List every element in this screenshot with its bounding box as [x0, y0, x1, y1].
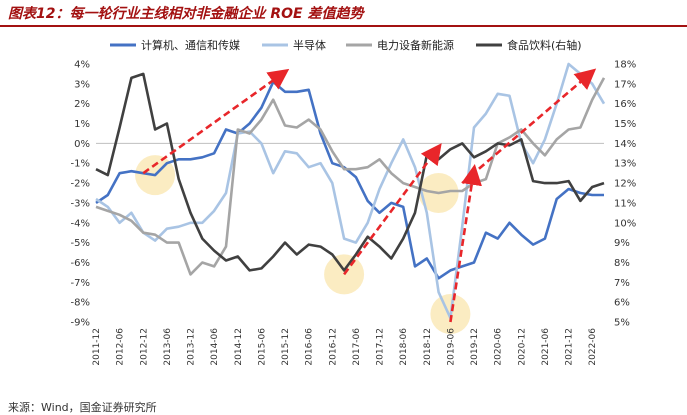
x-tick-label: 2019-06 — [446, 328, 456, 366]
x-tick-label: 2018-06 — [399, 328, 409, 366]
x-tick-label: 2013-12 — [187, 328, 197, 366]
series-lines — [95, 62, 606, 320]
y-left-tick-label: -2% — [71, 179, 90, 190]
x-tick-label: 2017-06 — [352, 328, 362, 366]
y-right-tick-label: 5% — [614, 318, 630, 329]
y-right-tick-label: 11% — [614, 198, 636, 209]
x-tick-label: 2017-12 — [376, 328, 386, 366]
y-right-tick-label: 9% — [614, 238, 630, 249]
chart-title: 图表12：每一轮行业主线相对非金融企业 ROE 差值趋势 — [8, 6, 364, 22]
series-line-0 — [95, 80, 604, 280]
y-left-tick-label: -8% — [71, 298, 90, 309]
x-tick-label: 2020-12 — [517, 328, 527, 366]
legend-label: 计算机、通信和传媒 — [141, 38, 240, 52]
series-line-1 — [95, 62, 606, 320]
x-tick-label: 2013-06 — [163, 328, 173, 366]
y-right-tick-label: 17% — [614, 79, 636, 90]
legend: 计算机、通信和传媒 半导体 电力设备新能源 食品饮料(右轴) — [110, 38, 582, 52]
y-left-tick-label: -7% — [71, 278, 90, 289]
y-right-tick-label: 10% — [614, 218, 636, 229]
series-line-3 — [95, 72, 605, 272]
y-left-tick-label: 0% — [74, 139, 90, 150]
x-tick-label: 2018-12 — [423, 328, 433, 366]
trend-arrows — [142, 68, 597, 323]
y-right-tick-label: 18% — [614, 60, 636, 71]
x-tick-label: 2020-06 — [494, 328, 504, 366]
x-tick-label: 2021-06 — [541, 328, 551, 366]
trend-arrow — [343, 143, 442, 276]
y-left-tick-label: 2% — [74, 99, 90, 110]
trend-arrow — [461, 68, 597, 185]
y-left-tick-label: 4% — [74, 60, 90, 71]
y-left-tick-label: -6% — [71, 258, 90, 269]
y-right-tick-label: 7% — [614, 278, 630, 289]
source-note: 来源：Wind，国金证券研究所 — [8, 401, 157, 414]
y-left-tick-label: -5% — [71, 238, 90, 249]
line-chart: -9% -8% -7% -6% -5% -4% -3% -2% -1% 0% 1% 2% 3% 4% 5% 6… — [71, 38, 637, 366]
y-right-tick-label: 6% — [614, 298, 630, 309]
y-right-tick-label: 16% — [614, 99, 636, 110]
legend-label: 食品饮料(右轴) — [507, 38, 582, 52]
series-line-2 — [95, 77, 606, 276]
y-right-tick-label: 12% — [614, 179, 636, 190]
y-right-tick-label: 15% — [614, 119, 636, 130]
y-left-tick-label: -4% — [71, 218, 90, 229]
x-tick-label: 2016-12 — [328, 328, 338, 366]
axes: -9% -8% -7% -6% -5% -4% -3% -2% -1% 0% 1% 2% 3% 4% 5% 6… — [71, 60, 637, 366]
y-left-tick-label: -3% — [71, 198, 90, 209]
x-tick-label: 2019-12 — [470, 328, 480, 366]
x-tick-label: 2022-06 — [588, 328, 598, 366]
x-tick-label: 2021-12 — [565, 328, 575, 366]
y-left-tick-label: 1% — [74, 119, 90, 130]
x-tick-label: 2012-12 — [139, 328, 149, 366]
legend-label: 半导体 — [293, 38, 326, 52]
title-rule — [0, 25, 687, 27]
y-right-tick-label: 13% — [614, 159, 636, 170]
x-tick-label: 2014-06 — [210, 328, 220, 366]
y-left-tick-label: -9% — [71, 318, 90, 329]
legend-label: 电力设备新能源 — [377, 38, 454, 52]
x-tick-label: 2015-12 — [281, 328, 291, 366]
y-left-tick-label: 3% — [74, 79, 90, 90]
y-right-tick-label: 14% — [614, 139, 636, 150]
trend-arrow — [142, 68, 290, 175]
x-tick-label: 2014-12 — [234, 328, 244, 366]
x-tick-label: 2015-06 — [257, 328, 267, 366]
y-left-tick-label: -1% — [71, 159, 90, 170]
trend-arrow — [449, 164, 482, 323]
x-tick-label: 2012-06 — [116, 328, 126, 366]
x-tick-label: 2011-12 — [92, 328, 102, 366]
x-tick-label: 2016-06 — [305, 328, 315, 366]
y-right-tick-label: 8% — [614, 258, 630, 269]
